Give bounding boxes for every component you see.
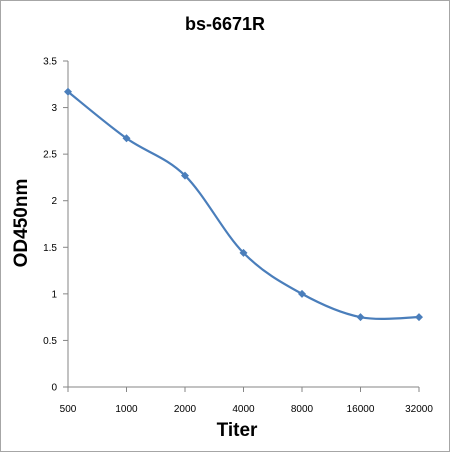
x-tick-label: 4000 (232, 404, 255, 415)
y-tick-label: 2.5 (43, 150, 57, 161)
y-tick-label: 0 (51, 383, 57, 394)
y-tick-label: 1.5 (43, 243, 57, 254)
data-point (181, 171, 189, 180)
x-tick-label: 500 (60, 404, 77, 415)
data-point (64, 87, 72, 96)
data-point (415, 313, 423, 322)
y-tick-label: 0.5 (43, 336, 57, 347)
y-tick-label: 3 (51, 103, 57, 114)
x-axis-label: Titer (217, 420, 258, 441)
chart-title: bs-6671R (185, 14, 265, 34)
y-axis-label: OD450nm (11, 179, 32, 268)
x-tick-label: 2000 (174, 404, 197, 415)
series-line (67, 90, 420, 320)
y-tick-label: 3.5 (43, 57, 57, 68)
data-point (122, 134, 131, 143)
data-point (356, 313, 365, 322)
x-tick-label: 1000 (115, 404, 138, 415)
x-tick-label: 8000 (291, 404, 314, 415)
y-tick-label: 1 (51, 289, 57, 300)
x-tick-label: 32000 (405, 404, 433, 415)
y-tick-label: 2 (51, 196, 57, 207)
x-tick-label: 16000 (347, 404, 375, 415)
data-point (298, 289, 306, 298)
data-point (239, 248, 248, 257)
